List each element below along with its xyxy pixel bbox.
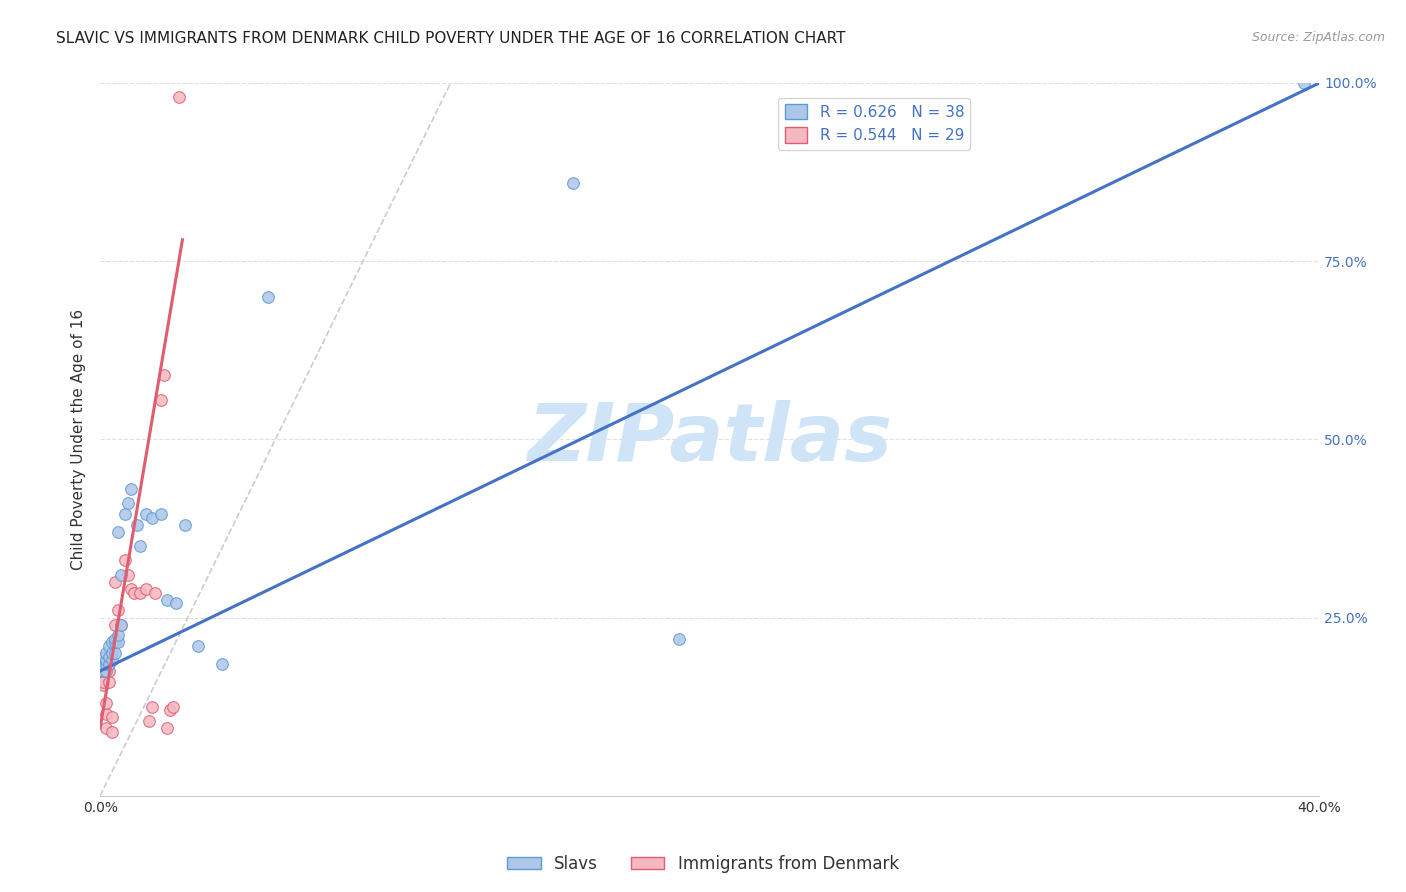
Point (96, 696, 118, 710)
Point (96, 653, 118, 667)
Point (1294, 76, 1316, 90)
Point (91, 678, 114, 692)
Point (211, 657, 233, 671)
Point (135, 507, 157, 521)
Point (156, 721, 179, 735)
Point (107, 524, 129, 539)
Text: Source: ZipAtlas.com: Source: ZipAtlas.com (1251, 31, 1385, 45)
Point (128, 585, 150, 599)
Point (162, 699, 184, 714)
Point (122, 585, 145, 599)
Point (104, 646, 127, 660)
Point (120, 582, 142, 596)
Point (174, 517, 197, 532)
Point (104, 635, 127, 649)
Point (156, 592, 179, 607)
Point (138, 714, 160, 728)
Point (91, 674, 114, 689)
Point (120, 482, 142, 496)
Point (101, 646, 124, 660)
Point (104, 574, 127, 589)
Point (101, 635, 124, 649)
Point (159, 703, 181, 717)
Point (187, 639, 209, 653)
Point (91, 664, 114, 678)
Point (141, 699, 163, 714)
Text: SLAVIC VS IMMIGRANTS FROM DENMARK CHILD POVERTY UNDER THE AGE OF 16 CORRELATION : SLAVIC VS IMMIGRANTS FROM DENMARK CHILD … (56, 31, 846, 46)
Point (101, 710, 124, 724)
Point (104, 617, 127, 632)
Point (143, 585, 166, 599)
Point (128, 539, 150, 553)
Point (153, 368, 176, 383)
Point (107, 635, 129, 649)
Legend: Slavs, Immigrants from Denmark: Slavs, Immigrants from Denmark (501, 848, 905, 880)
Point (96, 721, 118, 735)
Point (98, 664, 121, 678)
Point (110, 617, 132, 632)
Point (110, 567, 132, 582)
Point (169, 90, 191, 104)
Point (107, 603, 129, 617)
Point (98, 674, 121, 689)
Text: ZIPatlas: ZIPatlas (527, 401, 893, 478)
Point (96, 646, 118, 660)
Point (668, 632, 690, 646)
Point (117, 496, 139, 510)
Legend: R = 0.626   N = 38, R = 0.544   N = 29: R = 0.626 N = 38, R = 0.544 N = 29 (779, 98, 970, 150)
Point (101, 724, 124, 739)
Point (91, 664, 114, 678)
Point (561, 176, 583, 190)
Point (150, 393, 173, 408)
Point (141, 510, 163, 524)
Point (114, 507, 136, 521)
Point (125, 517, 148, 532)
Point (107, 628, 129, 642)
Point (96, 706, 118, 721)
Point (98, 649, 121, 664)
Y-axis label: Child Poverty Under the Age of 16: Child Poverty Under the Age of 16 (72, 309, 86, 570)
Point (104, 632, 127, 646)
Point (101, 653, 124, 667)
Point (110, 617, 132, 632)
Point (91, 657, 114, 671)
Point (117, 567, 139, 582)
Point (165, 596, 187, 610)
Point (114, 553, 136, 567)
Point (256, 290, 278, 304)
Point (96, 657, 118, 671)
Point (150, 507, 173, 521)
Point (98, 657, 121, 671)
Point (91, 649, 114, 664)
Point (135, 582, 157, 596)
Point (96, 664, 118, 678)
Point (98, 639, 121, 653)
